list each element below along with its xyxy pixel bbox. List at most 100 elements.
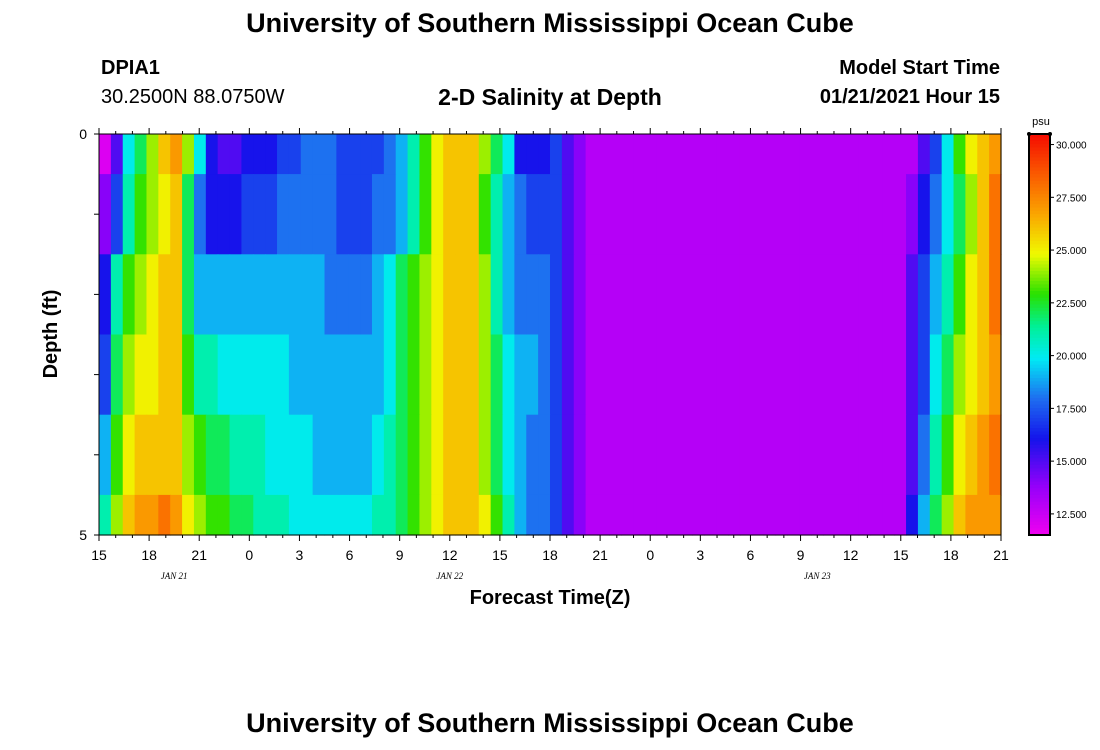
heatmap-cell xyxy=(858,334,872,416)
colorbar-segment xyxy=(1029,190,1050,195)
heatmap-cell xyxy=(668,254,682,336)
heatmap-cell xyxy=(170,414,183,496)
heatmap-cell xyxy=(929,174,943,255)
heatmap-cell xyxy=(787,174,800,255)
colorbar-tick-label: 12.500 xyxy=(1056,510,1087,521)
heatmap-cell xyxy=(502,334,515,416)
heatmap-cell xyxy=(478,494,492,536)
heatmap-cell xyxy=(692,134,705,175)
heatmap-cell xyxy=(775,494,788,536)
colorbar-segment xyxy=(1029,167,1050,172)
heatmap-cell xyxy=(277,134,290,175)
heatmap-cell xyxy=(728,134,741,175)
heatmap-cell xyxy=(597,134,610,175)
colorbar-segment xyxy=(1029,260,1050,265)
heatmap-cell xyxy=(751,174,765,255)
colorbar-segment xyxy=(1029,147,1050,152)
heatmap-cell xyxy=(597,174,610,255)
heatmap-cell xyxy=(906,254,919,336)
heatmap-cell xyxy=(193,254,207,336)
colorbar-segment xyxy=(1029,150,1050,155)
colorbar-segment xyxy=(1029,441,1050,446)
heatmap-cell xyxy=(906,334,919,416)
colorbar-segment xyxy=(1029,337,1050,342)
colorbar-segment xyxy=(1029,331,1050,336)
heatmap-cell xyxy=(348,174,361,255)
heatmap-cell xyxy=(419,494,432,536)
colorbar-segment xyxy=(1029,314,1050,319)
heatmap-cell xyxy=(775,334,788,416)
colorbar-segment xyxy=(1029,414,1050,419)
heatmap-cell xyxy=(680,414,694,496)
heatmap-cell xyxy=(277,334,290,416)
colorbar-segment xyxy=(1029,514,1050,519)
heatmap-cells xyxy=(99,134,1002,536)
colorbar-segment xyxy=(1029,144,1050,148)
heatmap-cell xyxy=(490,174,504,255)
heatmap-cell xyxy=(122,494,136,536)
heatmap-cell xyxy=(348,134,361,175)
heatmap-cell xyxy=(644,254,658,336)
heatmap-cell xyxy=(965,254,978,336)
x-tick-label: 15 xyxy=(893,547,909,563)
x-date-label: JAN 21 xyxy=(161,571,188,581)
colorbar-segment xyxy=(1029,334,1050,339)
heatmap-cell xyxy=(870,174,883,255)
heatmap-cell xyxy=(977,254,990,336)
heatmap-cell xyxy=(692,174,705,255)
heatmap-cell xyxy=(455,134,468,175)
heatmap-cell xyxy=(217,254,231,336)
station-coordinates: 30.2500N 88.0750W xyxy=(101,86,285,108)
heatmap-cell xyxy=(253,254,266,336)
heatmap-cell xyxy=(99,174,112,255)
heatmap-cell xyxy=(894,494,907,536)
colorbar-segment xyxy=(1029,518,1050,523)
heatmap-cell xyxy=(977,174,990,255)
colorbar-segment xyxy=(1029,284,1050,289)
heatmap-cell xyxy=(906,494,919,536)
colorbar-segment xyxy=(1029,488,1050,493)
heatmap-cell xyxy=(383,174,397,255)
heatmap-cell xyxy=(514,414,527,496)
heatmap-cell xyxy=(597,254,610,336)
heatmap-cell xyxy=(716,174,729,255)
heatmap-cell xyxy=(787,254,800,336)
heatmap-cell xyxy=(621,134,634,175)
heatmap-cell xyxy=(371,174,385,255)
heatmap-cell xyxy=(573,174,587,255)
colorbar-segment xyxy=(1029,237,1050,242)
heatmap-cell xyxy=(680,174,694,255)
heatmap-cell xyxy=(241,334,254,416)
x-tick-label: 21 xyxy=(592,547,608,563)
heatmap-cell xyxy=(514,334,527,416)
heatmap-cell xyxy=(751,414,765,496)
model-start-value: 01/21/2021 Hour 15 xyxy=(819,86,1000,108)
colorbar-segment xyxy=(1029,170,1050,175)
colorbar-segment xyxy=(1029,204,1050,209)
heatmap-cell xyxy=(656,414,670,496)
colorbar-segment xyxy=(1029,164,1050,169)
heatmap-cell xyxy=(502,494,515,536)
heatmap-cell xyxy=(716,254,729,336)
heatmap-cell xyxy=(621,174,634,255)
heatmap-cell xyxy=(122,134,136,175)
colorbar-segment xyxy=(1029,411,1050,416)
heatmap-cell xyxy=(716,334,729,416)
colorbar-segment xyxy=(1029,344,1050,349)
heatmap-cell xyxy=(395,134,409,175)
heatmap-cell xyxy=(787,334,800,416)
heatmap-cell xyxy=(989,134,1002,175)
heatmap-cell xyxy=(265,494,278,536)
colorbar-segment xyxy=(1029,357,1050,362)
colorbar-segment xyxy=(1029,381,1050,386)
heatmap-cell xyxy=(894,334,907,416)
heatmap-cell xyxy=(692,334,705,416)
heatmap-cell xyxy=(158,254,171,336)
heatmap-cell xyxy=(217,334,231,416)
x-tick-label: 0 xyxy=(245,547,253,563)
heatmap-cell xyxy=(739,134,753,175)
colorbar-segment xyxy=(1029,451,1050,456)
heatmap-cell xyxy=(573,134,587,175)
colorbar-segment xyxy=(1029,227,1050,232)
heatmap-cell xyxy=(953,134,966,175)
